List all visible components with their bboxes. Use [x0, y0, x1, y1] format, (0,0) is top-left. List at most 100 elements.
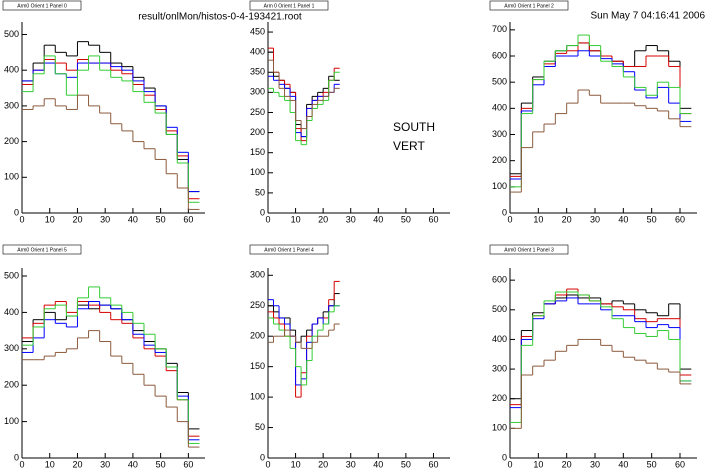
x-tick-label: 50 — [647, 459, 657, 469]
x-tick-label: 40 — [373, 459, 383, 469]
x-tick-label: 50 — [156, 214, 166, 224]
y-tick-label: 200 — [4, 380, 19, 390]
x-tick-label: 10 — [45, 214, 55, 224]
x-tick-label: 40 — [618, 459, 628, 469]
file-name: result/onlMon/histos-0-4-193421.root — [138, 12, 302, 23]
title-box — [249, 244, 329, 255]
x-tick-label: 50 — [401, 214, 411, 224]
x-tick-label: 50 — [401, 459, 411, 469]
x-tick-label: 20 — [562, 214, 572, 224]
x-tick-label: 0 — [265, 214, 270, 224]
panel-title: Arm 0 Orient 1 Panel 1 — [264, 3, 315, 9]
y-tick-label: 150 — [250, 147, 265, 157]
y-tick-label: 300 — [492, 363, 507, 373]
y-tick-label: 400 — [492, 334, 507, 344]
x-tick-label: 30 — [590, 459, 600, 469]
x-tick-label: 20 — [562, 459, 572, 469]
x-tick-label: 40 — [128, 459, 138, 469]
panel-title: Arm0 Orient 1 Panel 4 — [264, 247, 314, 253]
y-tick-label: 300 — [250, 270, 265, 280]
x-tick-label: 40 — [373, 214, 383, 224]
y-tick-label: 400 — [492, 103, 507, 113]
y-tick-label: 400 — [4, 307, 19, 317]
x-tick-label: 30 — [100, 214, 110, 224]
panel-title: Arm0 Orient 1 Panel 2 — [504, 3, 554, 9]
y-tick-label: 200 — [250, 127, 265, 137]
label-south: SOUTH — [393, 120, 435, 134]
x-tick-label: 60 — [183, 459, 193, 469]
y-tick-label: 700 — [492, 24, 507, 34]
y-tick-label: 100 — [4, 416, 19, 426]
y-tick-label: 200 — [4, 136, 19, 146]
x-tick-label: 10 — [291, 214, 301, 224]
y-tick-label: 100 — [492, 423, 507, 433]
y-tick-label: 100 — [250, 391, 265, 401]
x-tick-label: 30 — [346, 214, 356, 224]
x-tick-label: 10 — [291, 459, 301, 469]
y-tick-label: 400 — [250, 47, 265, 57]
x-tick-label: 30 — [590, 214, 600, 224]
y-tick-label: 200 — [250, 331, 265, 341]
x-tick-label: 20 — [318, 459, 328, 469]
date: Sun May 7 04:16:41 2006 — [590, 11, 705, 22]
y-tick-label: 50 — [255, 422, 265, 432]
y-tick-label: 500 — [4, 29, 19, 39]
y-tick-label: 250 — [250, 300, 265, 310]
y-tick-label: 0 — [260, 452, 265, 462]
y-tick-label: 100 — [250, 167, 265, 177]
x-tick-label: 30 — [346, 459, 356, 469]
x-tick-label: 40 — [128, 214, 138, 224]
panel-title: Arm0 Orient 1 Panel 5 — [17, 247, 67, 253]
y-tick-label: 0 — [260, 207, 265, 217]
x-tick-label: 20 — [318, 214, 328, 224]
y-tick-label: 300 — [492, 129, 507, 139]
x-tick-label: 50 — [156, 459, 166, 469]
y-tick-label: 0 — [502, 452, 507, 462]
y-tick-label: 0 — [14, 207, 19, 217]
x-tick-label: 10 — [533, 459, 543, 469]
x-tick-label: 30 — [100, 459, 110, 469]
title-box — [489, 244, 569, 255]
y-tick-label: 0 — [502, 207, 507, 217]
x-tick-label: 60 — [183, 214, 193, 224]
x-tick-label: 60 — [675, 459, 685, 469]
y-tick-label: 300 — [250, 87, 265, 97]
x-tick-label: 10 — [45, 459, 55, 469]
y-tick-label: 300 — [4, 343, 19, 353]
title-box — [2, 0, 82, 11]
x-tick-label: 60 — [428, 459, 438, 469]
y-tick-label: 500 — [492, 77, 507, 87]
panel-title: Arm0 Orient 1 Panel 0 — [17, 3, 67, 9]
y-tick-label: 600 — [492, 50, 507, 60]
y-tick-label: 350 — [250, 67, 265, 77]
title-box — [2, 244, 82, 255]
y-tick-label: 500 — [492, 304, 507, 314]
title-box — [249, 0, 329, 11]
x-tick-label: 20 — [72, 459, 82, 469]
x-tick-label: 50 — [647, 214, 657, 224]
title-box — [489, 0, 569, 11]
y-tick-label: 150 — [250, 361, 265, 371]
label-vert: VERT — [393, 139, 425, 153]
y-tick-label: 450 — [250, 26, 265, 36]
y-tick-label: 200 — [492, 393, 507, 403]
x-tick-label: 0 — [19, 459, 24, 469]
x-tick-label: 60 — [675, 214, 685, 224]
y-tick-label: 500 — [4, 270, 19, 280]
y-tick-label: 0 — [14, 452, 19, 462]
y-tick-label: 100 — [4, 172, 19, 182]
y-tick-label: 100 — [492, 181, 507, 191]
y-tick-label: 600 — [492, 275, 507, 285]
x-tick-label: 40 — [618, 214, 628, 224]
x-tick-label: 0 — [507, 459, 512, 469]
x-tick-label: 0 — [507, 214, 512, 224]
y-tick-label: 250 — [250, 107, 265, 117]
y-tick-label: 300 — [4, 100, 19, 110]
x-tick-label: 60 — [428, 214, 438, 224]
y-tick-label: 400 — [4, 65, 19, 75]
y-tick-label: 50 — [255, 187, 265, 197]
x-tick-label: 0 — [265, 459, 270, 469]
x-tick-label: 20 — [72, 214, 82, 224]
